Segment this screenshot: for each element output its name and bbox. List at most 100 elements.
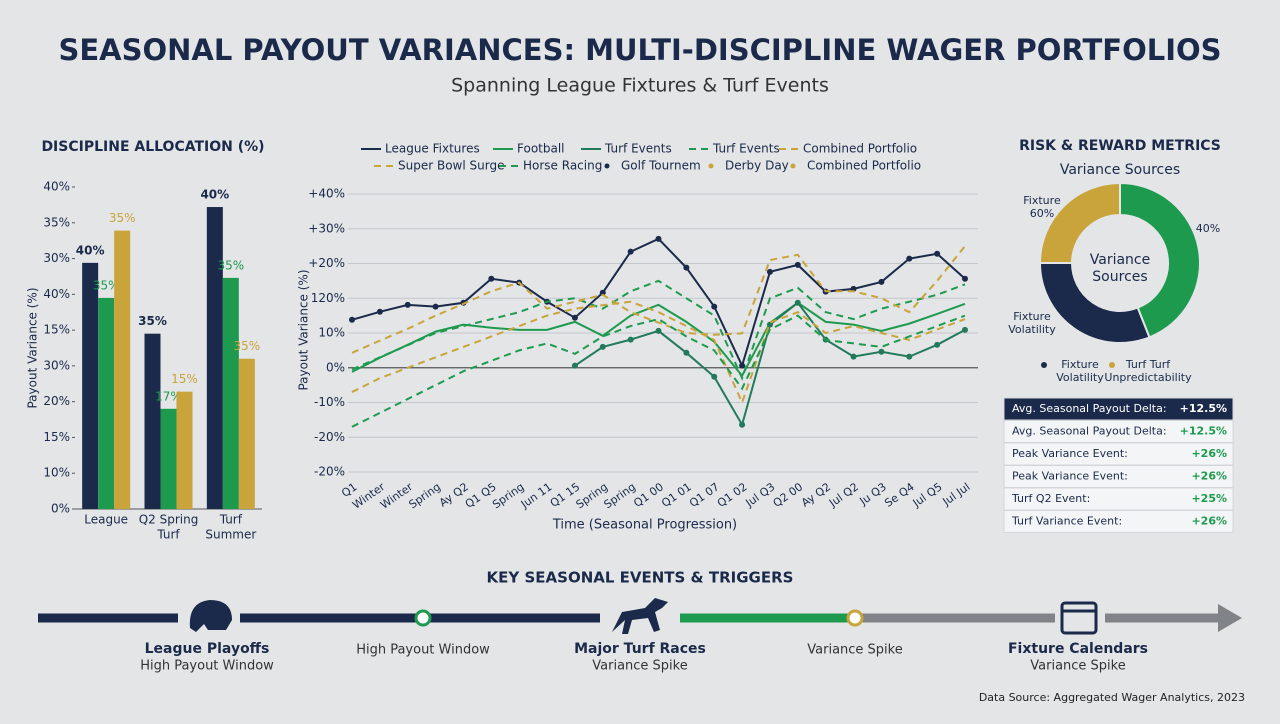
bar-label: 40% [76,243,105,257]
point [934,250,941,257]
line-series [351,301,966,378]
y-tick-label: +40% [308,187,345,201]
timeline-title: KEY SEASONAL EVENTS & TRIGGERS [487,569,794,587]
point [683,349,690,356]
point [739,362,746,369]
center-label: Variance [1090,252,1150,268]
point [432,303,439,310]
metric-label: Avg. Seasonal Payout Delta: [1012,425,1167,438]
metric-label: Peak Variance Event: [1012,447,1128,460]
line-series [351,314,966,428]
y-tick-label: 120% [311,291,345,305]
legend-label: Turf Events [712,142,780,156]
metric-value: +12.5% [1180,402,1227,415]
point [488,275,495,282]
legend-swatch [1109,362,1115,368]
event-label: Variance Spike [1030,659,1125,674]
y-tick-label: 0% [326,360,345,374]
metric-value: +26% [1191,470,1227,483]
point [404,301,411,308]
point [711,303,718,310]
point [599,289,606,296]
chart-title: DISCIPLINE ALLOCATION (%) [41,139,264,155]
point [766,321,773,328]
donut-slice [1119,181,1201,339]
metric-label: Turf Variance Event: [1011,515,1122,528]
chart-title: RISK & REWARD METRICS [1019,138,1221,154]
slice-annotation: 60% [1030,207,1054,220]
y-tick-label: 35% [43,215,70,229]
bar-label: 35% [93,278,120,292]
y-axis-label: Payout Variance (%) [297,269,311,390]
legend-label: Turf Events [604,142,672,156]
bar [82,262,99,509]
point [850,353,857,360]
x-tick-label: Q2 Spring [139,513,199,527]
metric-value: +12.5% [1180,425,1227,438]
y-tick-label: 40% [43,180,70,194]
bar-label: 40% [200,188,229,202]
slice-annotation: Volatility [1008,323,1056,336]
point [571,314,578,321]
legend-label: League Fixtures [385,142,480,156]
line-series [351,245,966,354]
bar [114,230,131,509]
point [878,348,885,355]
milestone [846,609,864,627]
calendar-icon [1060,601,1098,635]
horse-icon [612,598,668,634]
arrow-head [1218,604,1242,632]
metric-label: Peak Variance Event: [1012,470,1128,483]
y-tick-label: 15% [43,323,70,337]
bar-label: 35% [109,211,136,225]
donut-slice [1038,181,1121,264]
legend-label: Unpredictability [1104,371,1192,384]
metric-value: +26% [1191,447,1227,460]
point [683,264,690,271]
legend-label: Derby Day [725,159,789,173]
y-tick-label: 40% [43,287,70,301]
point [962,275,968,282]
legend-label: Horse Racing [523,159,602,173]
legend-swatch [708,163,714,169]
milestone [414,609,432,627]
event-title: Fixture Calendars [1008,641,1148,657]
point [794,261,801,268]
y-tick-label: 30% [43,358,70,372]
bar [238,358,255,509]
x-tick-label: Turf [219,513,243,527]
point [766,268,773,275]
metric-label: Turf Q2 Event: [1011,492,1090,505]
bar [144,333,161,509]
title: SEASONAL PAYOUT VARIANCES: MULTI-DISCIPL… [58,33,1221,67]
x-tick-label: League [84,513,128,527]
bar [176,391,193,509]
point [711,373,718,380]
y-tick-label: 0% [51,502,70,516]
slice-annotation: Fixture [1023,194,1061,207]
bar-label: 15% [171,372,198,386]
line-series [351,300,966,406]
metric-value: +25% [1191,492,1227,505]
source: Data Source: Aggregated Wager Analytics,… [979,691,1245,704]
metric-value: +26% [1191,515,1227,528]
y-tick-label: 20% [43,394,70,408]
slice-annotation: Fixture [1013,310,1051,323]
event-label: Variance Spike [592,659,687,674]
y-tick-label: 10% [318,326,345,340]
bar [222,277,239,509]
legend-swatch [604,163,610,169]
line-series [351,279,966,381]
bar-label: 17% [155,389,182,403]
bar [206,207,223,509]
slice-annotation: 40% [1196,222,1220,235]
event-label: High Payout Window [356,643,490,658]
legend-label: Combined Portfolio [803,142,917,156]
timeline [38,598,1242,635]
legend-label: Fixture [1061,358,1099,371]
legend-label: Golf Tournem [621,159,701,173]
point [627,248,634,255]
point [599,343,606,350]
x-axis-label: Time (Seasonal Progression) [552,518,737,533]
event-label: Variance Spike [807,643,902,658]
